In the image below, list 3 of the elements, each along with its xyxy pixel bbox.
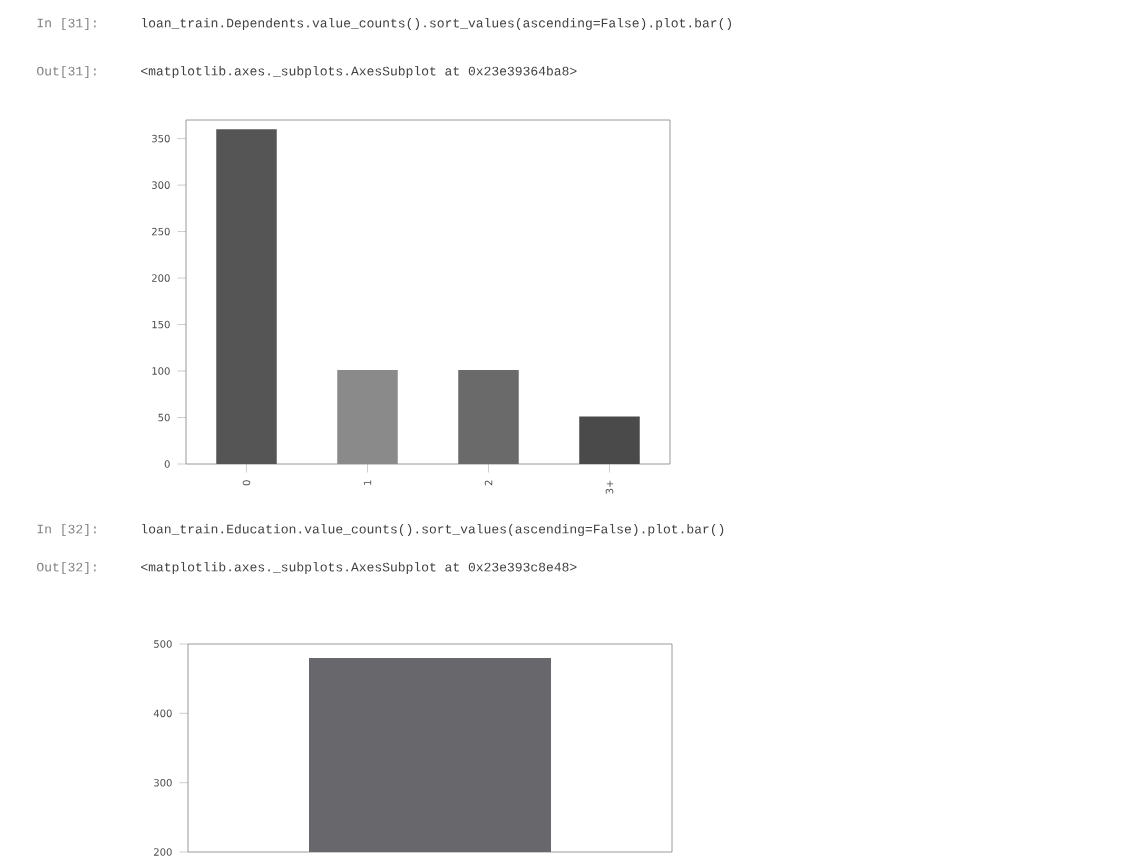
bar	[458, 370, 519, 465]
bar	[216, 129, 277, 465]
bar	[579, 416, 640, 465]
